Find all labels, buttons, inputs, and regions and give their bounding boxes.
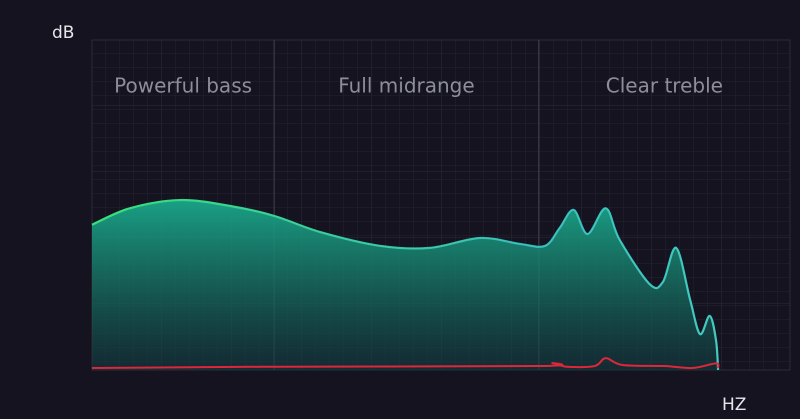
- area-fill: [92, 200, 719, 370]
- curve-highlight: [91, 199, 719, 371]
- region-label: Full midrange: [338, 74, 474, 98]
- region-label: Powerful bass: [114, 74, 252, 98]
- x-axis-label: HZ: [722, 395, 746, 415]
- y-axis-label: dB: [52, 23, 74, 43]
- curve-line: [91, 357, 720, 370]
- region-label: Clear treble: [606, 74, 723, 98]
